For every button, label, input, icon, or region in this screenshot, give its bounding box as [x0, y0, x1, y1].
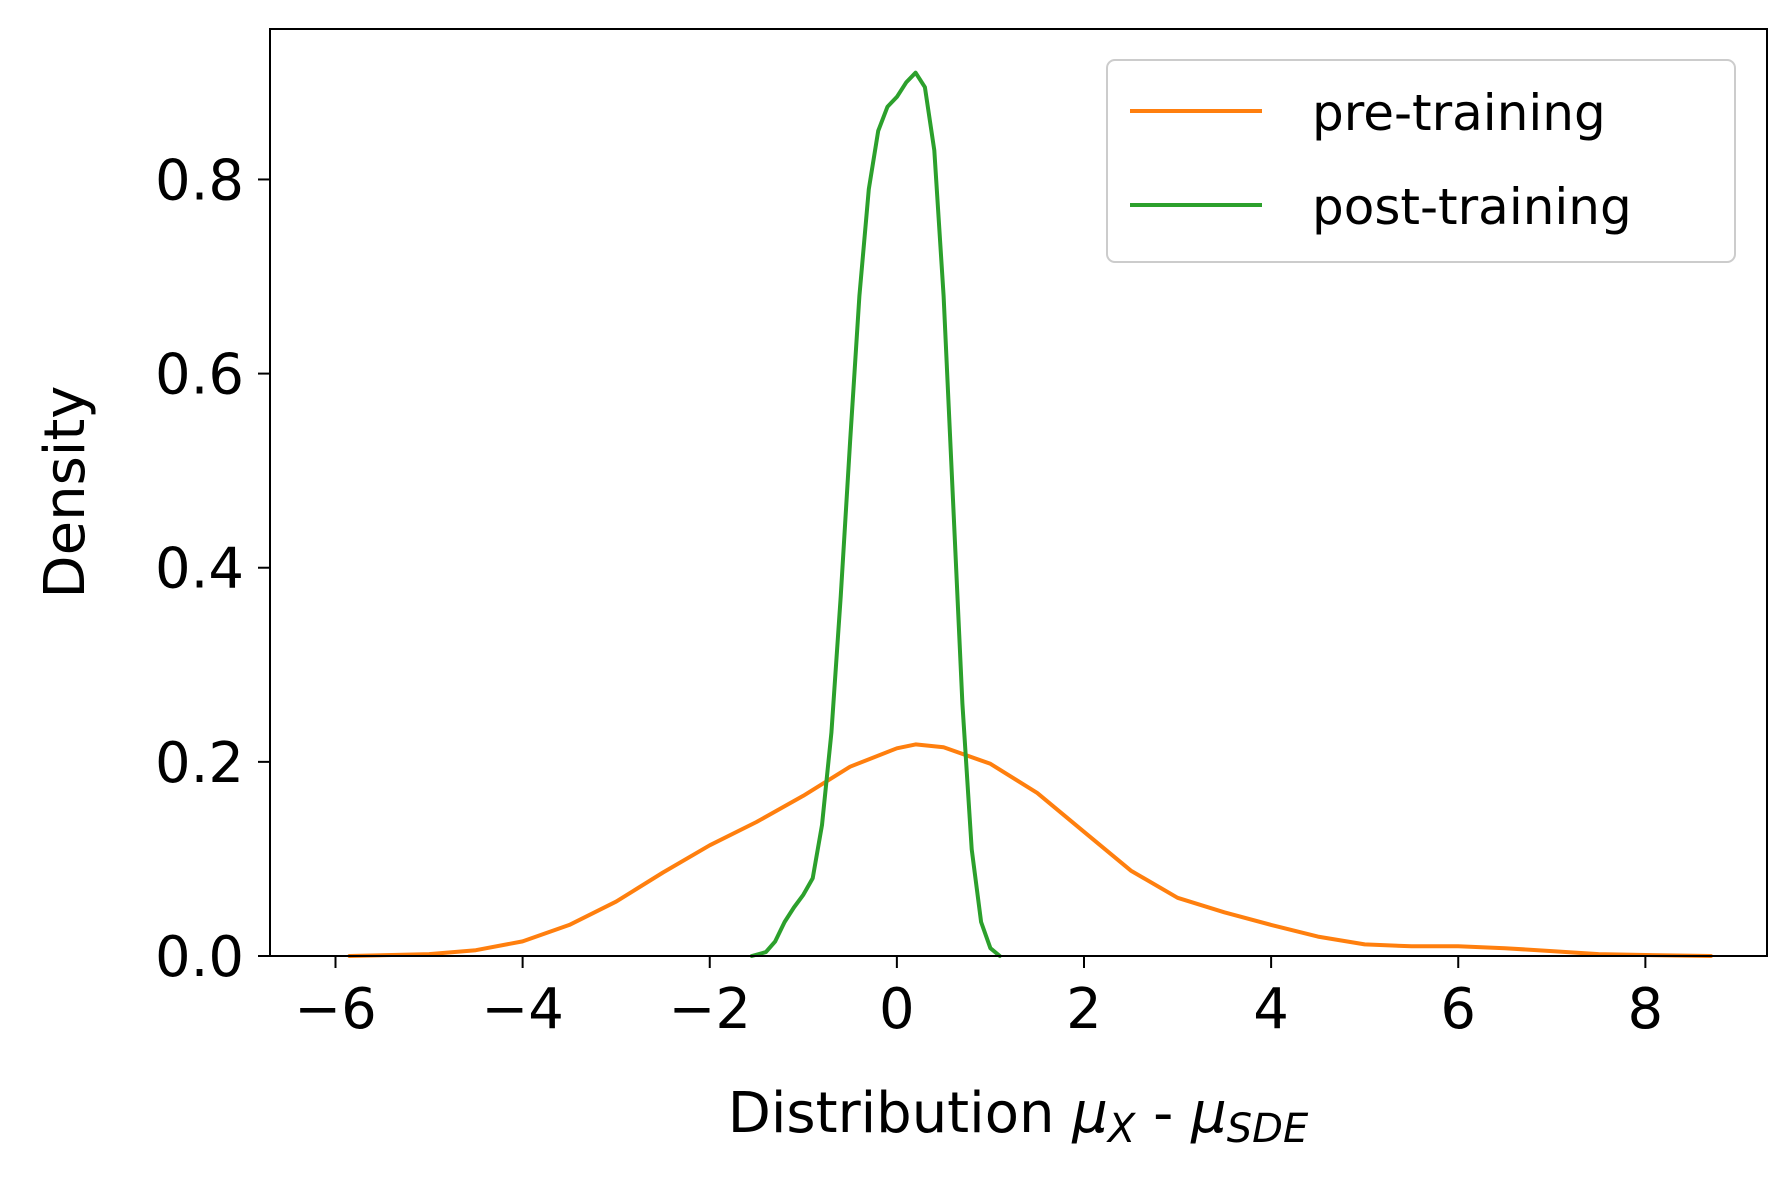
- x-tick-label: 8: [1628, 977, 1664, 1042]
- y-axis-ticks: 0.0 0.2 0.4 0.6 0.8: [155, 148, 270, 990]
- x-tick-label: −6: [294, 977, 377, 1042]
- y-axis-label: Density: [33, 386, 98, 599]
- series-layer: [347, 70, 1713, 958]
- y-tick-label: 0.4: [155, 537, 244, 602]
- legend-box: [1106, 59, 1736, 263]
- x-tick-label: 4: [1253, 977, 1289, 1042]
- series-line-post-training: [749, 70, 1002, 958]
- x-axis-label-sub-sde: SDE: [1227, 1106, 1309, 1152]
- x-axis-label-sub-x: X: [1106, 1106, 1137, 1152]
- series-line-pre-training: [347, 742, 1713, 958]
- x-tick-label: −2: [668, 977, 751, 1042]
- y-tick-label: 0.6: [155, 343, 244, 408]
- x-axis-label-mu-sde: μ: [1190, 1081, 1227, 1146]
- x-axis-label-prefix: Distribution: [728, 1081, 1073, 1146]
- x-tick-label: 0: [879, 977, 915, 1042]
- legend-label-pre-training: pre-training: [1312, 84, 1606, 142]
- x-axis-label-mu-x: μ: [1071, 1081, 1108, 1146]
- x-tick-label: 2: [1066, 977, 1102, 1042]
- x-tick-label: 6: [1440, 977, 1476, 1042]
- x-tick-label: −4: [481, 977, 564, 1042]
- y-tick-label: 0.2: [155, 731, 244, 796]
- x-axis-ticks: −6 −4 −2 0 2 4 6 8: [294, 956, 1663, 1042]
- y-tick-label: 0.8: [155, 148, 244, 213]
- x-axis-label: Distribution μX - μSDE: [728, 1081, 1309, 1152]
- y-tick-label: 0.0: [155, 925, 244, 990]
- plot-frame: [269, 28, 1768, 957]
- legend: pre-training post-training: [1106, 59, 1736, 263]
- legend-label-post-training: post-training: [1312, 178, 1632, 236]
- x-axis-label-sep: -: [1135, 1081, 1191, 1146]
